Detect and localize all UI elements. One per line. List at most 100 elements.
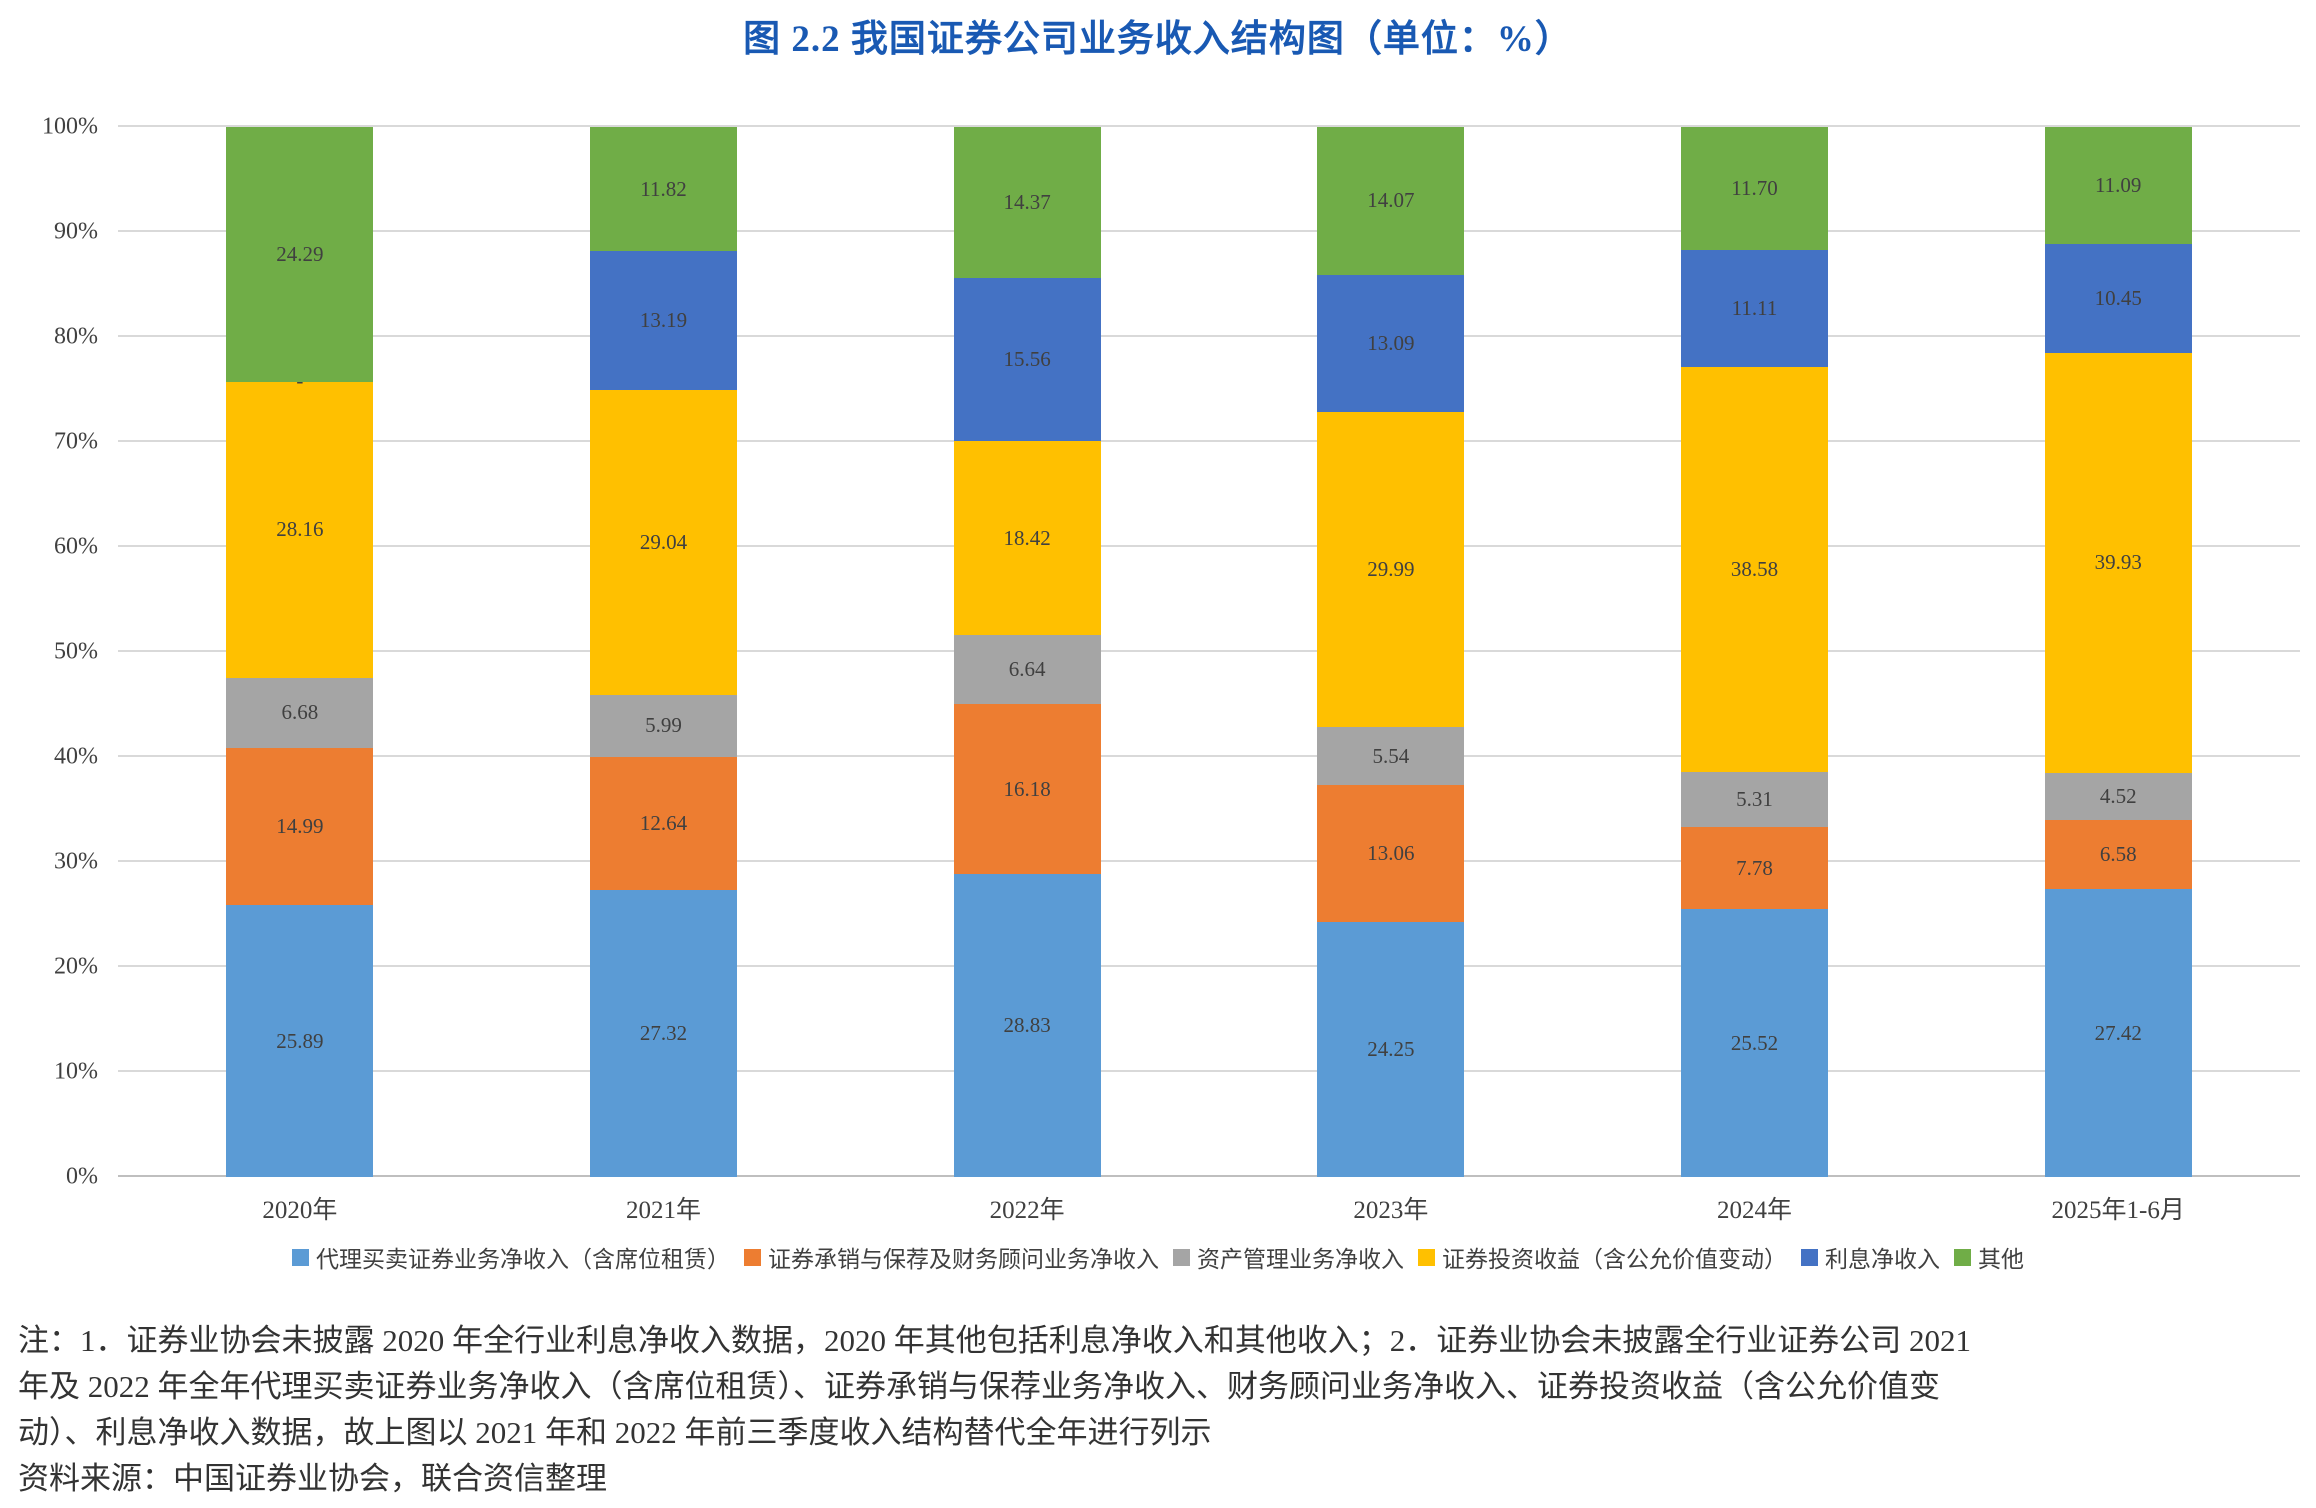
- legend-label: 资产管理业务净收入: [1197, 1247, 1404, 1272]
- bar-segment: 14.07: [1317, 127, 1465, 275]
- bar-column-2021年: 27.32 12.64 5.99 29.04 13.19 11.82: [482, 127, 846, 1177]
- notes: 注：1．证券业协会未披露 2020 年全行业利息净收入数据，2020 年其他包括…: [18, 1318, 2302, 1502]
- x-axis-label: 2022年: [989, 1197, 1065, 1224]
- legend-swatch-icon: [292, 1248, 309, 1266]
- x-axis-label: 2021年: [626, 1197, 702, 1224]
- bar-segment: 11.11: [1680, 249, 1829, 367]
- segment-value-label: 14.37: [1003, 189, 1051, 214]
- bar-segment: 11.82: [589, 127, 738, 252]
- segment-value-label: 5.54: [1372, 743, 1410, 768]
- legend-item: 利息净收入: [1801, 1240, 1940, 1274]
- x-axis-label: 2020年: [262, 1197, 338, 1224]
- bar-column-2024年: 25.52 7.78 5.31 38.58 11.11 11.70: [1573, 127, 1937, 1177]
- segment-value-label: 15.56: [1003, 347, 1051, 372]
- bar-segment: 6.68: [226, 677, 374, 748]
- bar-segment: 13.09: [1317, 274, 1465, 413]
- y-tick-label: 10%: [54, 1058, 98, 1085]
- segment-value-label: 14.99: [276, 813, 324, 838]
- bar-segment: 11.70: [1680, 127, 1829, 250]
- bar-segment: 13.19: [589, 251, 738, 390]
- bar-segment: 6.58: [2044, 820, 2192, 890]
- y-tick-label: 100%: [42, 113, 98, 140]
- stacked-bar: 24.25 13.06 5.54 29.99 13.09 14.07: [1317, 127, 1465, 1177]
- y-tick-label: 0%: [66, 1163, 98, 1190]
- bar-segment: 13.06: [1317, 785, 1465, 923]
- bar-segment: 16.18: [953, 704, 1101, 875]
- segment-value-label: 11.11: [1731, 295, 1778, 320]
- segment-value-label: 16.18: [1003, 776, 1051, 801]
- chart-title: 图 2.2 我国证券公司业务收入结构图（单位：%）: [743, 19, 1573, 60]
- legend-item: 其他: [1954, 1240, 2024, 1274]
- note-line: 动）、利息净收入数据，故上图以 2021 年和 2022 年前三季度收入结构替代…: [18, 1415, 1212, 1450]
- segment-value-label: 29.04: [639, 529, 688, 554]
- source-line: 资料来源：中国证券业协会，联合资信整理: [18, 1461, 607, 1496]
- bar-segment: 27.42: [2044, 889, 2192, 1177]
- gridline: [118, 860, 2300, 862]
- legend-swatch-icon: [744, 1248, 761, 1266]
- bar-segment: 11.09: [2044, 127, 2192, 244]
- segment-value-label: 29.99: [1367, 557, 1415, 582]
- segment-value-label: 13.06: [1367, 841, 1415, 866]
- y-tick-label: 40%: [54, 743, 98, 770]
- segment-value-label: 24.29: [276, 242, 324, 266]
- segment-value-label: 5.31: [1736, 786, 1773, 811]
- bar-segment: 29.99: [1317, 412, 1465, 728]
- segment-value-label: 25.89: [276, 1028, 324, 1053]
- y-tick-label: 30%: [54, 848, 98, 875]
- legend-item: 资产管理业务净收入: [1173, 1240, 1404, 1274]
- segment-value-label: 38.58: [1730, 556, 1779, 581]
- legend-swatch-icon: [1954, 1248, 1971, 1266]
- y-axis: 0% 10% 20% 30% 40% 50% 60% 70% 80% 90% 100%: [0, 114, 106, 1190]
- stacked-bar: 25.52 7.78 5.31 38.58 11.11 11.70: [1680, 127, 1829, 1177]
- segment-value-label: 24.25: [1367, 1037, 1415, 1062]
- bar-segment: 5.31: [1680, 771, 1829, 828]
- bar-segment: 29.04: [589, 389, 738, 695]
- bar-segment: 18.42: [953, 441, 1101, 635]
- segment-value-label: 11.70: [1731, 175, 1778, 200]
- bar-column-2023年: 24.25 13.06 5.54 29.99 13.09 14.07: [1209, 127, 1573, 1177]
- bar-segment: 28.83: [953, 874, 1101, 1177]
- segment-value-label: 5.99: [645, 713, 682, 738]
- plot-area: 25.8914.996.6828.16-24.2927.3212.645.992…: [118, 125, 2300, 1177]
- legend-label: 证券承销与保荐及财务顾问业务净收入: [768, 1247, 1159, 1272]
- segment-value-label: 11.82: [640, 176, 687, 201]
- segment-value-label: 28.16: [276, 517, 324, 542]
- bar-segment: 14.99: [226, 747, 374, 906]
- y-tick-label: 50%: [54, 638, 98, 665]
- legend-label: 代理买卖证券业务净收入（含席位租赁）: [316, 1247, 730, 1272]
- bar-segment: 7.78: [1680, 827, 1829, 910]
- gridline: [118, 440, 2300, 442]
- bar-segment: 4.52: [2044, 772, 2192, 821]
- gridline: [118, 965, 2300, 967]
- bar-segment: 38.58: [1680, 366, 1829, 772]
- segment-value-label: 7.78: [1736, 855, 1773, 880]
- segment-value-label: 13.19: [639, 307, 688, 332]
- segment-value-label: 13.09: [1367, 330, 1415, 355]
- stacked-bar: 27.32 12.64 5.99 29.04 13.19 11.82: [589, 127, 738, 1177]
- legend-item: 证券投资收益（含公允价值变动）: [1418, 1240, 1787, 1274]
- segment-value-label: 12.64: [639, 811, 688, 836]
- bar-segment: 24.25: [1317, 922, 1465, 1177]
- note-line: 注：1．证券业协会未披露 2020 年全行业利息净收入数据，2020 年其他包括…: [18, 1323, 1971, 1358]
- legend-item: 证券承销与保荐及财务顾问业务净收入: [744, 1240, 1159, 1274]
- legend-item: 代理买卖证券业务净收入（含席位租赁）: [292, 1240, 730, 1274]
- gridline: [118, 1175, 2300, 1177]
- bar-segment: 39.93: [2044, 353, 2192, 773]
- gridline: [118, 1070, 2300, 1072]
- segment-value-label: 14.07: [1367, 188, 1415, 213]
- bar-segment: 5.99: [589, 694, 738, 758]
- segment-value-label: 39.93: [2094, 550, 2142, 575]
- bar-column-2022年: 28.83 16.18 6.64 18.42 15.56 14.37: [845, 127, 1209, 1177]
- y-tick-label: 90%: [54, 218, 98, 245]
- gridline: [118, 230, 2300, 232]
- segment-value-label: 25.52: [1730, 1030, 1779, 1055]
- legend-label: 其他: [1978, 1247, 2024, 1272]
- bar-segment: 25.52: [1680, 909, 1829, 1177]
- legend-swatch-icon: [1173, 1248, 1190, 1266]
- segment-value-label: 10.45: [2094, 285, 2142, 310]
- bar-segment: 14.37: [953, 127, 1101, 278]
- bar-segment: 5.54: [1317, 727, 1465, 786]
- legend-label: 利息净收入: [1825, 1247, 1940, 1272]
